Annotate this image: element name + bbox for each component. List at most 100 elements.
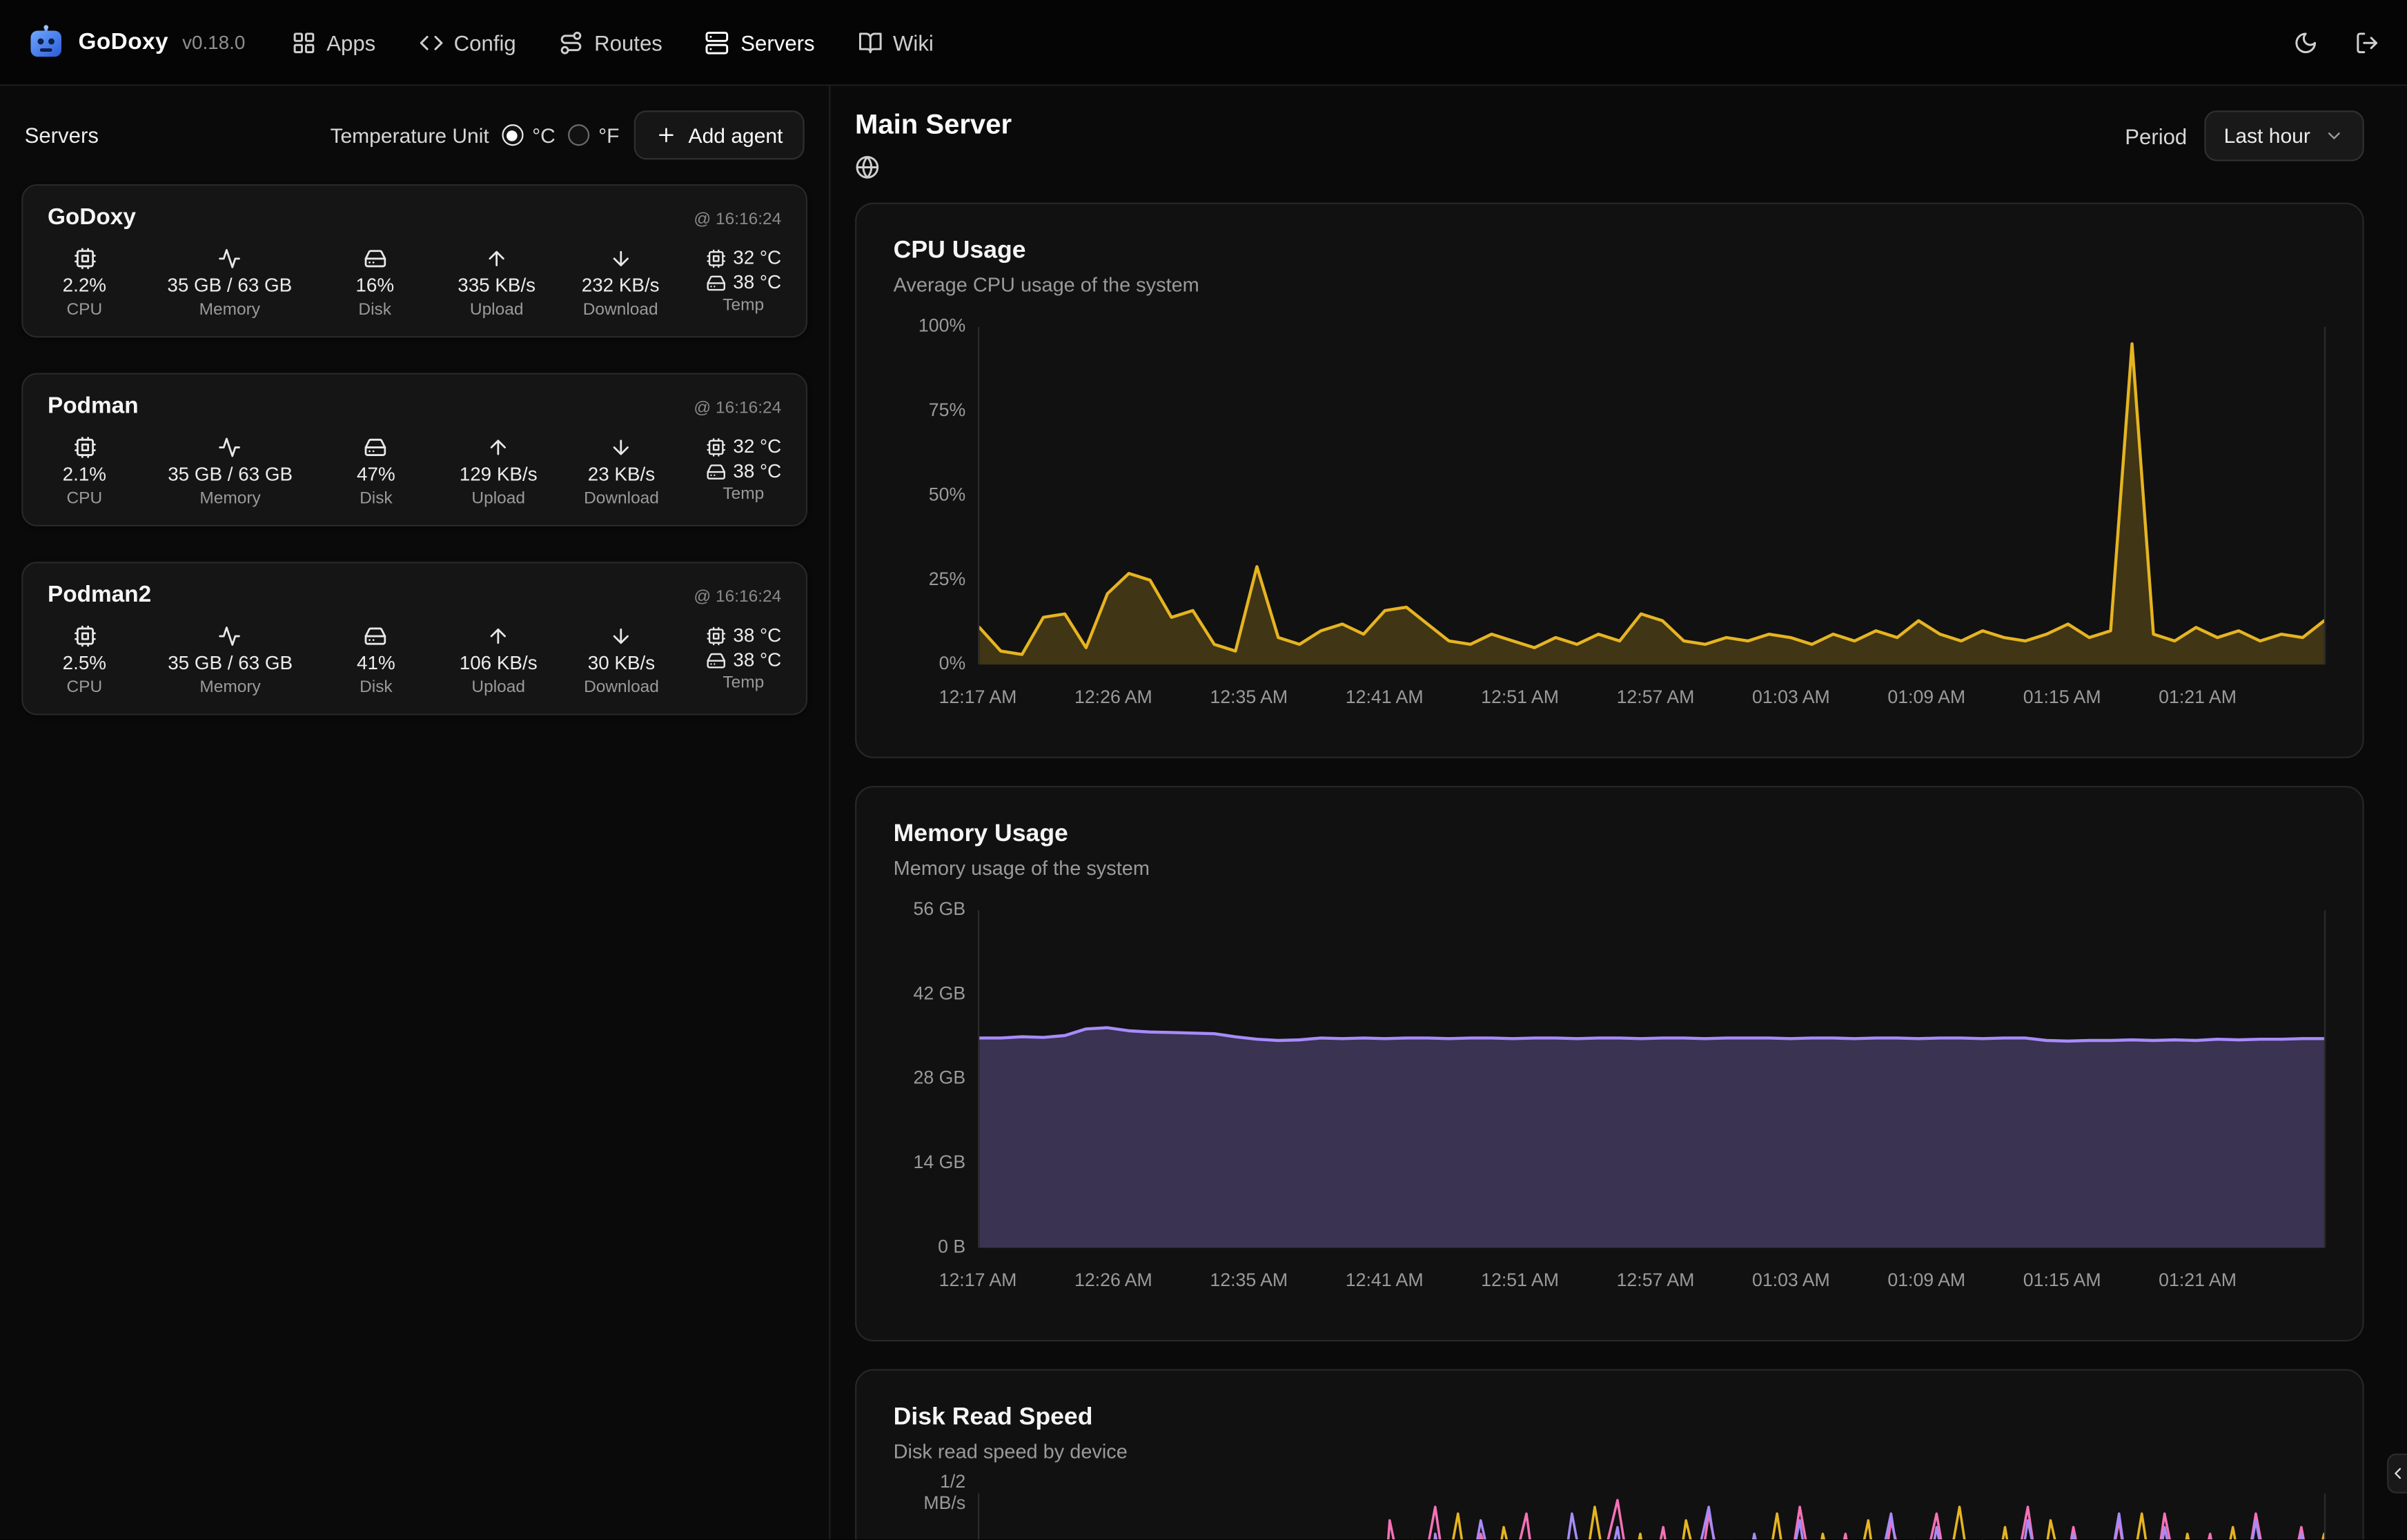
- cpu-temp-row: 32 °C: [705, 436, 781, 457]
- chevron-left-icon: [2388, 1464, 2407, 1483]
- hard-drive-icon: [364, 247, 386, 270]
- cpu-chart: 100% 75% 50% 25% 0% 12:17 AM 12:26 AM 12:35 AM…: [894, 315, 2326, 723]
- stat-value: 2.2%: [62, 275, 107, 297]
- stat-temp: 32 °C 38 °C Temp: [705, 247, 781, 319]
- cpu-usage-card: CPU Usage Average CPU usage of the syste…: [855, 202, 2364, 758]
- stat-value: 16%: [355, 275, 395, 297]
- stat-upload: 106 KB/s Upload: [460, 624, 538, 697]
- stat-label: CPU: [66, 489, 103, 509]
- hard-drive-icon: [705, 650, 725, 670]
- chevron-down-icon: [2324, 126, 2344, 146]
- chart-subtitle: Average CPU usage of the system: [893, 273, 1199, 297]
- cpu-icon: [705, 248, 725, 268]
- stat-label: Upload: [469, 301, 524, 319]
- plot-column: 12:17 AM 12:26 AM 12:35 AM 12:41 AM 12:51 AM…: [939, 910, 2326, 1306]
- period-select[interactable]: Last hour: [2203, 110, 2364, 161]
- theme-toggle-moon-icon[interactable]: [2293, 30, 2318, 55]
- page-title: Main Server: [855, 108, 1012, 140]
- server-card-podman[interactable]: Podman @ 16:16:24 2.1% CPU 35 GB / 63 GB…: [21, 373, 808, 527]
- stat-label: Memory: [199, 301, 260, 319]
- logout-icon[interactable]: [2355, 30, 2379, 55]
- hard-drive-icon: [705, 273, 725, 293]
- server-card-godoxy[interactable]: GoDoxy @ 16:16:24 2.2% CPU 35 GB / 63 GB…: [21, 184, 808, 338]
- brand-group[interactable]: GoDoxy v0.18.0: [28, 23, 245, 60]
- chart-title: Disk Read Speed: [893, 1404, 1093, 1431]
- disk-read-speed-card: Disk Read Speed Disk read speed by devic…: [855, 1369, 2364, 1540]
- stat-cpu: 2.5% CPU: [48, 624, 121, 697]
- cpu-chart-plot: [978, 326, 2326, 665]
- stat-label: Temp: [723, 296, 765, 315]
- stat-value: 2.5%: [62, 652, 107, 674]
- nav-item-apps[interactable]: Apps: [291, 30, 375, 55]
- disk-temp-row: 38 °C: [705, 649, 781, 671]
- server-name: GoDoxy: [47, 204, 136, 230]
- stat-download: 232 KB/s Download: [582, 247, 660, 319]
- stat-memory: 35 GB / 63 GB Memory: [168, 436, 293, 508]
- nav-item-servers[interactable]: Servers: [705, 30, 815, 55]
- servers-sidebar: Servers Temperature Unit °C °F Add agent…: [0, 86, 831, 1540]
- stat-label: CPU: [66, 301, 103, 319]
- chart-title: Memory Usage: [893, 821, 1068, 847]
- chart-subtitle: Disk read speed by device: [893, 1439, 1128, 1463]
- download-arrow-icon: [610, 436, 633, 459]
- nav-item-label: Routes: [594, 30, 662, 55]
- upload-arrow-icon: [485, 247, 508, 270]
- x-axis-labels: 12:17 AM 12:26 AM 12:35 AM 12:41 AM 12:51 AM…: [939, 1269, 2237, 1291]
- stat-disk: 16% Disk: [338, 247, 412, 319]
- globe-icon-wrap: [855, 155, 1012, 188]
- stat-upload: 335 KB/s Upload: [458, 247, 536, 319]
- server-stats: 2.2% CPU 35 GB / 63 GB Memory 16% Disk: [48, 247, 781, 319]
- server-timestamp: @ 16:16:24: [694, 587, 782, 606]
- sidebar-collapse-handle[interactable]: [2387, 1453, 2407, 1494]
- add-agent-button[interactable]: Add agent: [634, 110, 805, 160]
- cpu-temp-row: 38 °C: [705, 624, 781, 646]
- x-axis-labels: 12:17 AM 12:26 AM 12:35 AM 12:41 AM 12:51 AM…: [939, 686, 2237, 708]
- cpu-temp-row: 32 °C: [705, 247, 781, 268]
- fahrenheit-label[interactable]: °F: [598, 124, 620, 147]
- server-card-header: Podman @ 16:16:24: [48, 393, 781, 419]
- stat-value: 38 °C: [733, 624, 782, 646]
- stat-cpu: 2.1% CPU: [48, 436, 121, 509]
- stat-value: 35 GB / 63 GB: [168, 463, 293, 485]
- stat-value: 129 KB/s: [459, 463, 538, 485]
- cpu-icon: [705, 625, 725, 645]
- server-icon: [705, 30, 730, 55]
- grid-icon: [291, 30, 316, 55]
- radio-celsius[interactable]: [501, 124, 523, 146]
- y-axis-labels: 100% 75% 50% 25% 0%: [918, 315, 966, 674]
- stat-value: 32 °C: [733, 435, 782, 457]
- hard-drive-icon: [705, 461, 725, 481]
- server-card-podman2[interactable]: Podman2 @ 16:16:24 2.5% CPU 35 GB / 63 G…: [21, 562, 808, 715]
- server-name: Podman2: [47, 582, 152, 608]
- nav-item-config[interactable]: Config: [419, 30, 516, 55]
- memory-chart-plot: [978, 910, 2326, 1248]
- nav-item-routes[interactable]: Routes: [559, 30, 662, 55]
- book-icon: [858, 30, 883, 55]
- stat-download: 23 KB/s Download: [584, 436, 659, 509]
- activity-icon: [218, 247, 241, 270]
- upload-arrow-icon: [487, 624, 509, 647]
- nav-item-wiki[interactable]: Wiki: [858, 30, 934, 55]
- stat-temp: 38 °C 38 °C Temp: [705, 624, 781, 697]
- stat-label: Disk: [360, 678, 393, 697]
- stat-label: Disk: [360, 489, 393, 509]
- radio-fahrenheit[interactable]: [567, 124, 589, 146]
- stat-label: Memory: [199, 678, 261, 697]
- stat-value: 23 KB/s: [587, 463, 656, 485]
- stat-value: 41%: [357, 652, 395, 674]
- memory-chart: 56 GB 42 GB 28 GB 14 GB 0 B 12:17 AM 12:26 AM…: [894, 898, 2326, 1306]
- temperature-unit-group: Temperature Unit °C °F: [330, 124, 619, 146]
- stat-upload: 129 KB/s Upload: [459, 436, 538, 509]
- stat-value: 47%: [357, 463, 395, 485]
- stat-memory: 35 GB / 63 GB Memory: [168, 624, 293, 697]
- stat-label: Download: [584, 489, 659, 509]
- celsius-label[interactable]: °C: [532, 124, 556, 147]
- stat-value: 32 °C: [733, 247, 782, 269]
- globe-icon: [855, 155, 880, 180]
- plot-column: 12:17 AM 12:26 AM 12:35 AM 12:41 AM 12:51 AM…: [939, 326, 2326, 723]
- y-axis-labels: 1/2 MB/s: [923, 1470, 966, 1514]
- sidebar-header: Servers Temperature Unit °C °F Add agent: [21, 86, 807, 184]
- stat-value: 335 KB/s: [458, 275, 536, 297]
- stat-label: Upload: [471, 489, 525, 509]
- server-timestamp: @ 16:16:24: [694, 399, 782, 418]
